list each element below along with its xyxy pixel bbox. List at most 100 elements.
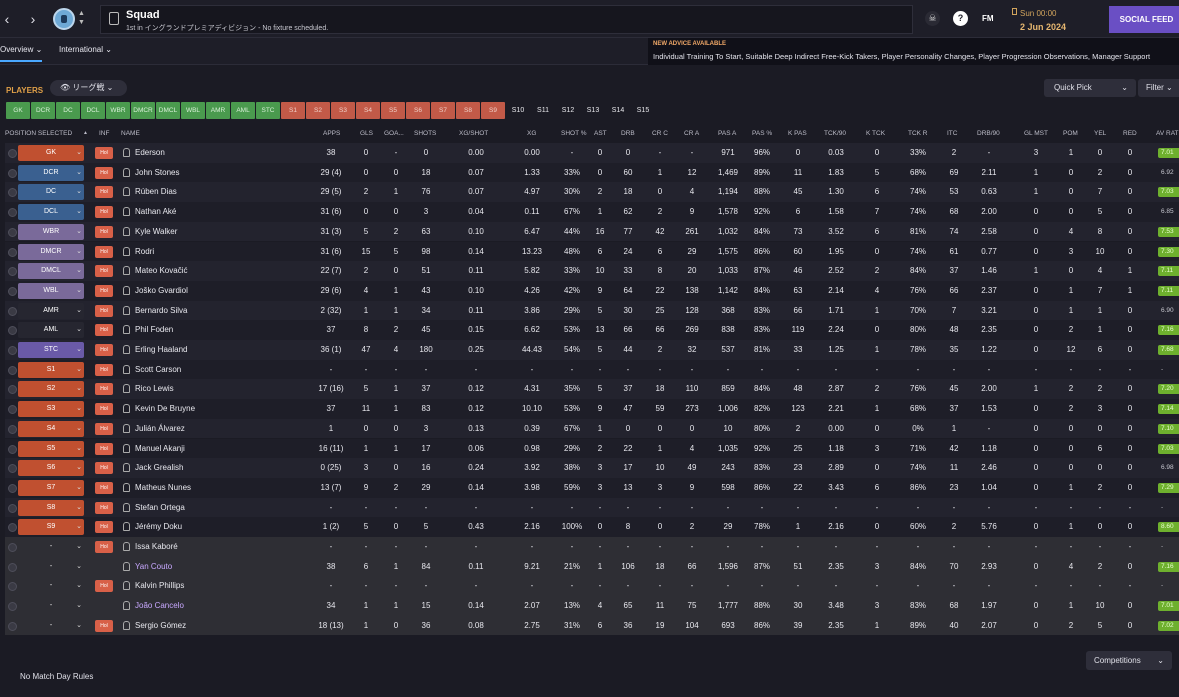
player-name[interactable]: Jérémy Doku <box>135 522 183 532</box>
column-header[interactable]: SHOTS <box>414 130 437 137</box>
select-circle-icon[interactable] <box>8 188 17 198</box>
column-header[interactable]: GLS <box>360 130 374 137</box>
position-chip[interactable]: S6 <box>406 102 430 119</box>
player-name[interactable]: Manuel Akanji <box>135 443 185 453</box>
table-row[interactable]: S2 ⌄ Hol Rico Lewis 17 (16) 5 1 37 0.12 4.31 35% 5 3… <box>5 379 1179 400</box>
club-crest[interactable] <box>53 8 75 30</box>
position-chip[interactable]: AMR <box>206 102 230 119</box>
column-header[interactable]: TCK/90 <box>824 130 847 137</box>
select-circle-icon[interactable] <box>8 562 17 572</box>
table-row[interactable]: DCR ⌄ Hol John Stones 29 (4) 0 0 18 0.07 1.33 33% 0… <box>5 162 1179 183</box>
position-chip[interactable]: DCR <box>31 102 55 119</box>
position-chip[interactable]: S5 <box>381 102 405 119</box>
fm-menu[interactable]: FM <box>982 14 994 23</box>
table-row[interactable]: WBL ⌄ Hol Joško Gvardiol 29 (6) 4 1 43 0.10 4.26 4… <box>5 280 1179 301</box>
column-header[interactable]: SHOT % <box>561 130 587 137</box>
select-circle-icon[interactable] <box>8 503 17 513</box>
back-arrow-icon[interactable]: ‹ <box>4 11 10 27</box>
position-chip[interactable]: S12 <box>561 107 575 114</box>
position-select[interactable]: DMCL ⌄ <box>18 263 84 280</box>
column-header[interactable]: CR C <box>652 130 668 137</box>
table-row[interactable]: DMCL ⌄ Hol Mateo Kovačić 22 (7) 2 0 51 0.11 5.82 3… <box>5 261 1179 281</box>
player-name[interactable]: Jack Grealish <box>135 463 184 473</box>
column-header[interactable]: YEL <box>1094 130 1107 137</box>
select-circle-icon[interactable] <box>8 306 17 316</box>
column-header[interactable]: POM <box>1063 130 1078 137</box>
player-name[interactable]: Nathan Aké <box>135 207 177 217</box>
position-select[interactable]: WBL ⌄ <box>18 282 84 299</box>
table-row[interactable]: STC ⌄ Hol Erling Haaland 36 (1) 47 4 180 0.25 44.… <box>5 340 1179 360</box>
select-circle-icon[interactable] <box>8 621 17 631</box>
table-row[interactable]: - ⌄ Yan Couto 38 6 1 84 0.11 9.21 21% 1 106 18 66 1,59… <box>5 556 1179 577</box>
select-circle-icon[interactable] <box>8 149 17 158</box>
social-feed-button[interactable]: SOCIAL FEED <box>1109 6 1179 33</box>
position-chip[interactable]: S3 <box>331 102 355 119</box>
position-select[interactable]: S8 ⌄ <box>18 499 84 516</box>
select-circle-icon[interactable] <box>8 208 17 218</box>
table-row[interactable]: S9 ⌄ Hol Jérémy Doku 1 (2) 5 0 5 0.43 2.16 100% 0 8 0… <box>5 517 1179 537</box>
player-name[interactable]: João Cancelo <box>135 601 184 611</box>
table-row[interactable]: S7 ⌄ Hol Matheus Nunes 13 (7) 9 2 29 0.14 3.98 59%… <box>5 477 1179 498</box>
competition-select[interactable]: 👁 リーグ戦 ⌄ <box>50 80 127 96</box>
position-select[interactable]: GK ⌄ <box>18 145 84 161</box>
column-header[interactable]: AV RAT <box>1156 130 1179 137</box>
position-chip[interactable]: S2 <box>306 102 330 119</box>
tab-overview[interactable]: Overview ⌄ <box>0 45 43 62</box>
column-header[interactable]: PAS % <box>752 130 773 137</box>
table-row[interactable]: GK ⌄ Hol Ederson 38 0 - 0 0.00 0.00 - 0 0 - - 971 96% 0 0.… <box>5 143 1179 163</box>
position-select[interactable]: - ⌄ <box>18 559 84 575</box>
column-header[interactable]: INF <box>99 130 110 137</box>
table-row[interactable]: AMR ⌄ Hol Bernardo Silva 2 (32) 1 1 34 0.11 3.86 2… <box>5 300 1179 321</box>
select-circle-icon[interactable] <box>8 523 17 533</box>
select-circle-icon[interactable] <box>8 326 17 336</box>
column-header[interactable]: K PAS <box>788 130 807 137</box>
position-chip[interactable]: DMCL <box>156 102 180 119</box>
position-select[interactable]: S2 ⌄ <box>18 381 84 398</box>
select-circle-icon[interactable] <box>8 464 17 474</box>
select-circle-icon[interactable] <box>8 385 17 395</box>
player-name[interactable]: Phil Foden <box>135 325 174 335</box>
table-row[interactable]: S4 ⌄ Hol Julián Álvarez 1 0 0 3 0.13 0.39 67% 1 0 0 0 1… <box>5 418 1179 439</box>
select-circle-icon[interactable] <box>8 346 17 355</box>
tab-international[interactable]: International ⌄ <box>59 45 112 54</box>
advice-banner[interactable]: NEW ADVICE AVAILABLE Individual Training… <box>648 38 1179 65</box>
sort-arrow-icon[interactable]: ▲ <box>83 130 88 136</box>
table-row[interactable]: DMCR ⌄ Hol Rodri 31 (6) 15 5 98 0.14 13.23 48% 6 24 6… <box>5 241 1179 262</box>
column-header[interactable]: XG/SHOT <box>459 130 489 137</box>
position-chip[interactable]: S9 <box>481 102 505 119</box>
player-name[interactable]: Bernardo Silva <box>135 305 188 315</box>
position-chip[interactable]: S13 <box>586 107 600 114</box>
column-header[interactable]: PAS A <box>718 130 737 137</box>
position-select[interactable]: - ⌄ <box>18 618 84 634</box>
forward-arrow-icon[interactable]: › <box>30 11 36 27</box>
position-select[interactable]: - ⌄ <box>18 539 84 555</box>
competitions-select[interactable]: Competitions ⌄ <box>1086 651 1172 670</box>
position-select[interactable]: S9 ⌄ <box>18 519 84 536</box>
table-row[interactable]: DCL ⌄ Hol Nathan Aké 31 (6) 0 0 3 0.04 0.11 67% 1 62… <box>5 202 1179 222</box>
column-header[interactable]: GOA... <box>384 130 404 137</box>
player-name[interactable]: Julián Álvarez <box>135 423 185 433</box>
select-circle-icon[interactable] <box>8 227 17 237</box>
position-chip[interactable]: DCL <box>81 102 105 119</box>
player-name[interactable]: Joško Gvardiol <box>135 285 188 295</box>
position-select[interactable]: DCR ⌄ <box>18 164 84 181</box>
position-select[interactable]: STC ⌄ <box>18 342 84 358</box>
player-name[interactable]: Rodri <box>135 246 155 256</box>
player-name[interactable]: Ederson <box>135 148 165 157</box>
position-chip[interactable]: DMCR <box>131 102 155 119</box>
position-select[interactable]: DC ⌄ <box>18 184 84 201</box>
position-select[interactable]: DCL ⌄ <box>18 204 84 221</box>
player-name[interactable]: Kyle Walker <box>135 226 178 236</box>
column-header[interactable]: CR A <box>684 130 700 137</box>
player-name[interactable]: Yan Couto <box>135 561 173 571</box>
position-select[interactable]: S6 ⌄ <box>18 460 84 477</box>
table-row[interactable]: S6 ⌄ Hol Jack Grealish 0 (25) 3 0 16 0.24 3.92 38%… <box>5 458 1179 478</box>
table-row[interactable]: S3 ⌄ Hol Kevin De Bruyne 37 11 1 83 0.12 10.10 53%… <box>5 399 1179 419</box>
position-chip[interactable]: S8 <box>456 102 480 119</box>
position-chip[interactable]: WBL <box>181 102 205 119</box>
position-select[interactable]: S7 ⌄ <box>18 479 84 496</box>
table-row[interactable]: S8 ⌄ Hol Stefan Ortega - - - - - - - - - - - - - - - - - - - - -… <box>5 497 1179 518</box>
player-name[interactable]: Mateo Kovačić <box>135 266 188 276</box>
column-header[interactable]: ITC <box>947 130 958 137</box>
player-name[interactable]: Kalvin Phillips <box>135 581 185 591</box>
